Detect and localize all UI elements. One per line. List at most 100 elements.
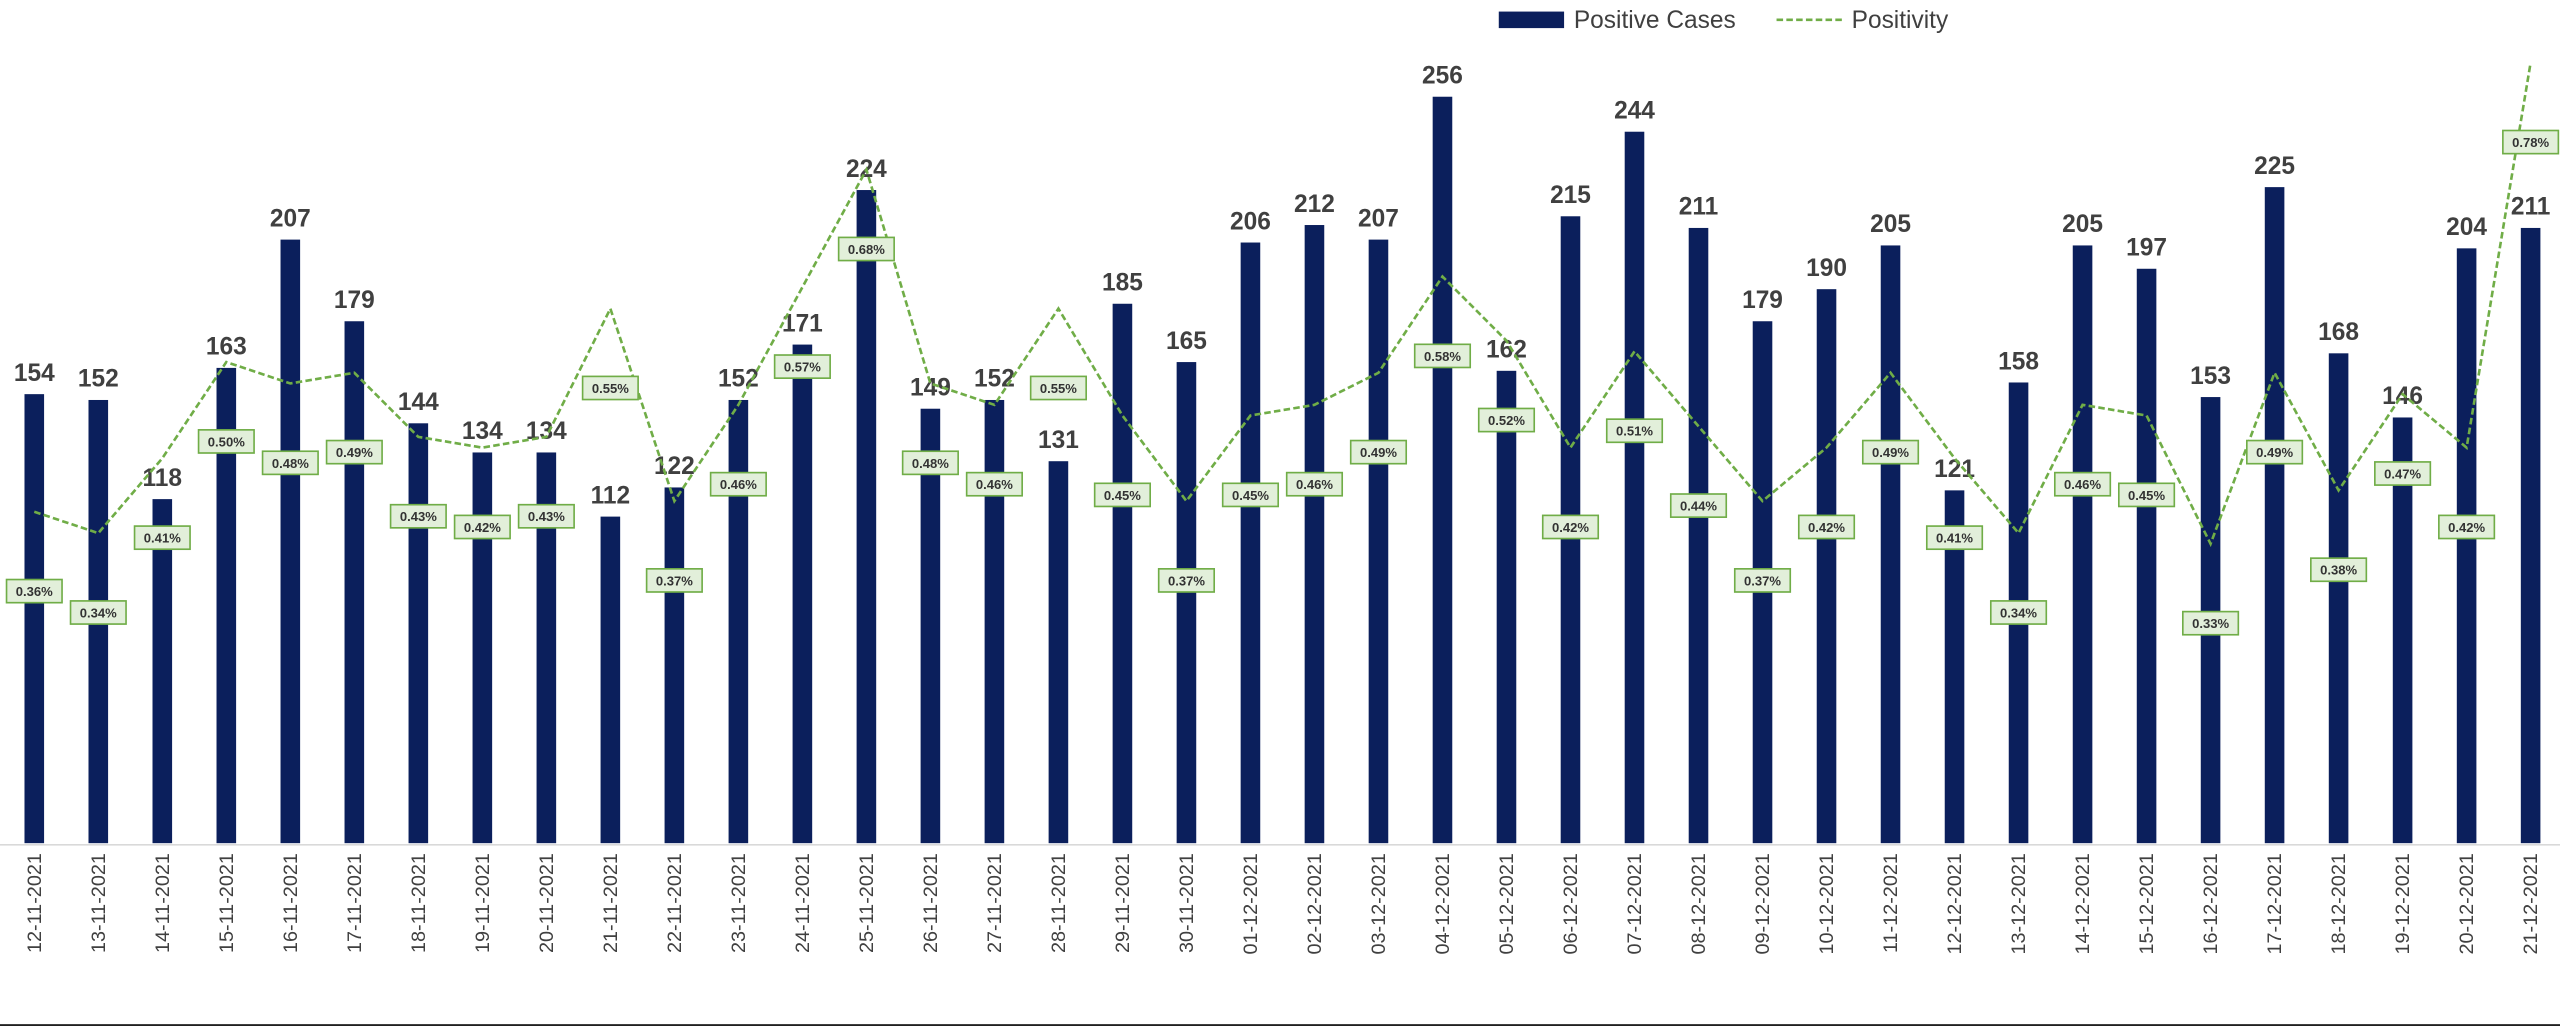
x-tick-label: 01-12-2021 [1240, 853, 1262, 954]
data-label-text: 0.78% [2512, 135, 2549, 150]
bar-label: 118 [143, 465, 182, 492]
data-label-text: 0.49% [336, 445, 373, 460]
x-tick-label: 29-11-2021 [1112, 853, 1134, 953]
bar-label: 134 [462, 418, 503, 445]
bar-label: 204 [2446, 214, 2487, 241]
data-label-text: 0.49% [2256, 445, 2293, 460]
data-label-text: 0.45% [1104, 488, 1141, 503]
bar [2328, 353, 2349, 844]
bar [728, 399, 749, 844]
data-label-text: 0.36% [16, 584, 53, 599]
bar [1112, 303, 1133, 844]
data-label: 0.52% [1477, 407, 1536, 433]
data-label-text: 0.42% [2448, 520, 2485, 535]
data-label-text: 0.46% [976, 477, 1013, 492]
data-label: 0.46% [709, 471, 767, 497]
data-label-box [965, 471, 1023, 497]
bar [1816, 289, 1837, 844]
bar [408, 423, 429, 844]
bar-label: 152 [78, 366, 119, 393]
data-label: 0.78% [2502, 129, 2560, 155]
bar-label: 112 [591, 482, 630, 509]
bar [216, 367, 237, 844]
x-tick-label: 21-11-2021 [600, 853, 622, 953]
bar [664, 487, 685, 844]
data-label-box [2374, 461, 2432, 486]
data-label: 0.42% [1797, 514, 1856, 540]
data-label: 0.68% [837, 236, 895, 262]
data-label: 0.37% [1733, 568, 1792, 593]
x-tick-label: 18-11-2021 [408, 853, 430, 953]
data-label-box [2246, 439, 2304, 465]
x-tick-label: 14-12-2021 [2072, 853, 2094, 954]
data-label-box [2117, 482, 2176, 508]
x-tick-label: 20-11-2021 [536, 853, 558, 953]
data-label: 0.42% [2438, 514, 2496, 540]
x-tick-label: 16-11-2021 [280, 853, 302, 953]
data-label-box [1669, 493, 1728, 518]
bar-label: 152 [974, 366, 1015, 393]
data-label: 0.57% [773, 354, 831, 379]
bar [344, 321, 365, 844]
x-tick-label: 22-11-2021 [664, 853, 686, 953]
x-tick-label: 04-12-2021 [1432, 853, 1454, 954]
data-label-text: 0.50% [208, 434, 245, 449]
data-label-text: 0.43% [400, 509, 437, 524]
data-label-text: 0.37% [656, 573, 693, 588]
data-label-text: 0.45% [1232, 488, 1269, 503]
x-tick-label: 06-12-2021 [1560, 853, 1582, 954]
bar [1688, 227, 1709, 844]
bar [1048, 461, 1069, 844]
bar-label: 205 [2062, 211, 2103, 238]
x-tick-label: 26-11-2021 [920, 853, 942, 953]
data-label-text: 0.46% [720, 477, 757, 492]
data-label-box [1349, 439, 1408, 465]
data-label-box [325, 439, 383, 465]
bar-label: 154 [14, 360, 55, 387]
bar [280, 239, 301, 844]
data-label-box [261, 450, 319, 476]
data-label: 0.55% [1029, 375, 1087, 401]
data-label-box [837, 236, 895, 262]
data-label-text: 0.44% [1680, 498, 1717, 513]
data-label-box [1733, 568, 1792, 593]
bar-label: 146 [2382, 383, 2423, 410]
data-label: 0.41% [133, 525, 191, 551]
x-tick-label: 05-12-2021 [1496, 853, 1518, 954]
data-label-box [2502, 129, 2560, 155]
data-label: 0.42% [1541, 514, 1600, 540]
bar [1944, 490, 1965, 844]
bar-label: 207 [1358, 205, 1399, 232]
bar [600, 516, 621, 844]
data-label-text: 0.38% [2320, 563, 2357, 578]
data-label-box [1925, 525, 1984, 551]
data-label: 0.33% [2181, 610, 2240, 636]
data-label-text: 0.42% [1808, 520, 1845, 535]
data-label-text: 0.41% [144, 531, 181, 546]
bar [2392, 417, 2413, 844]
bar-label: 207 [270, 205, 311, 232]
data-label: 0.46% [1285, 471, 1344, 497]
bar-label: 212 [1294, 191, 1335, 218]
data-label-box [901, 450, 959, 476]
data-label-box [1285, 471, 1344, 497]
bar-label: 131 [1038, 427, 1079, 454]
data-label-text: 0.41% [1936, 531, 1973, 546]
data-label-box [1093, 482, 1151, 508]
data-label-box [69, 600, 127, 625]
data-label: 0.50% [197, 429, 255, 454]
bar-label: 185 [1102, 269, 1143, 296]
data-label-box [1413, 343, 1472, 369]
x-tick-label: 25-11-2021 [856, 853, 878, 953]
data-label-text: 0.34% [80, 605, 117, 620]
data-label: 0.43% [517, 503, 575, 529]
bar [1368, 239, 1389, 844]
data-label-text: 0.45% [2128, 488, 2165, 503]
bar [24, 394, 45, 844]
bar-label: 163 [206, 334, 247, 361]
bar-label: 165 [1166, 328, 1207, 355]
data-label: 0.49% [325, 439, 383, 465]
bar-label: 144 [398, 389, 439, 416]
x-tick-label: 15-11-2021 [216, 853, 238, 953]
